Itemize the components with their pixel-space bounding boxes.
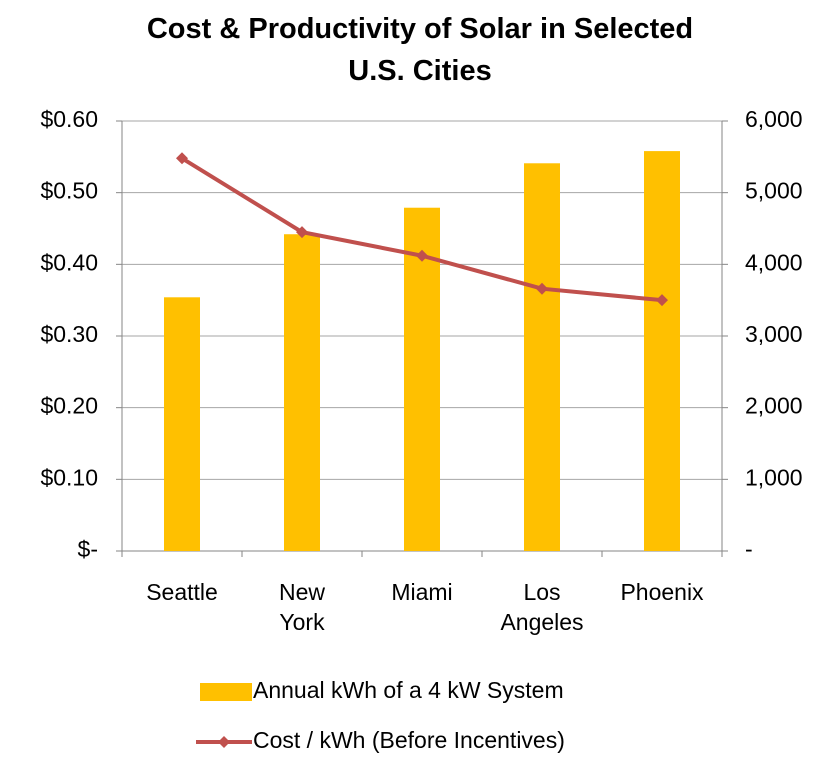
y-tick-label: $0.10 [40, 464, 98, 490]
legend-label: Annual kWh of a 4 kW System [253, 677, 564, 703]
y-tick-label: $0.30 [40, 321, 98, 347]
x-tick-label: Miami [391, 579, 453, 605]
y2-tick-label: 6,000 [745, 106, 803, 132]
legend-label: Cost / kWh (Before Incentives) [253, 727, 565, 753]
bar [404, 207, 440, 551]
y2-tick-label: 1,000 [745, 464, 803, 490]
y-tick-label: $0.40 [40, 249, 98, 275]
bar [164, 297, 200, 551]
y2-tick-label: - [745, 536, 753, 562]
legend-marker [218, 736, 230, 748]
line-marker [176, 152, 188, 165]
x-tick-label: Phoenix [620, 579, 704, 605]
y-tick-label: $0.20 [40, 393, 98, 419]
line-marker [536, 282, 548, 295]
y2-tick-label: 5,000 [745, 178, 803, 204]
y2-tick-label: 2,000 [745, 393, 803, 419]
bar [524, 163, 560, 552]
line-marker [416, 249, 428, 262]
y2-tick-label: 3,000 [745, 321, 803, 347]
line-marker [656, 294, 668, 307]
line-marker [296, 226, 308, 239]
y-tick-label: $0.50 [40, 178, 98, 204]
x-tick-label: Los Angeles [500, 579, 584, 635]
x-tick-label: New York [278, 579, 326, 635]
y2-tick-label: 4,000 [745, 249, 803, 275]
bar [644, 151, 680, 551]
chart-title: Cost & Productivity of Solar in Selected… [146, 13, 694, 87]
x-tick-label: Seattle [146, 579, 218, 605]
legend-swatch [200, 683, 252, 701]
y-tick-label: $- [78, 536, 98, 562]
y-tick-label: $0.60 [40, 106, 98, 132]
bar [284, 234, 320, 551]
